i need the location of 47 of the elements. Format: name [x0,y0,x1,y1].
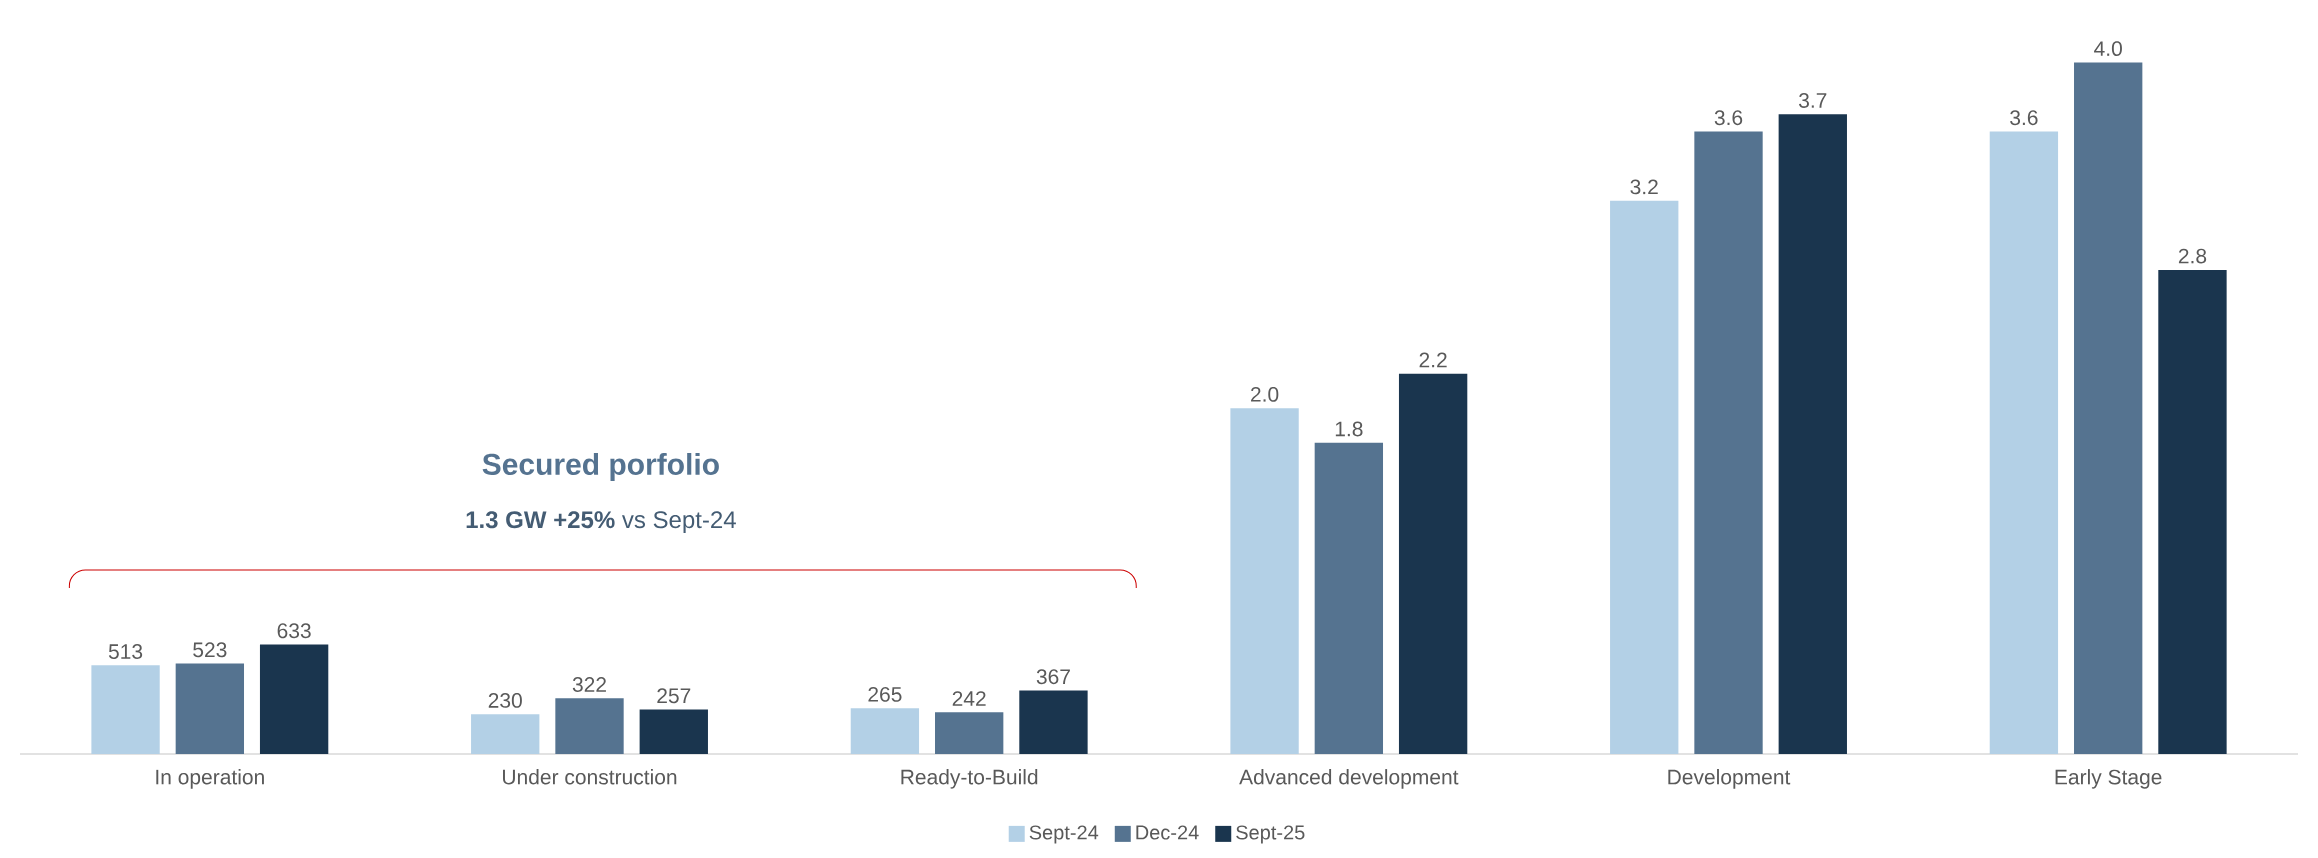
bar [1019,690,1088,754]
bar [471,714,540,754]
text: Secured porfolio [482,452,719,481]
x-tick-label: Early Stage [2055,769,2162,789]
data-label: 257 [657,688,691,704]
data-label: 3.6 [2010,110,2038,126]
x-tick-label: Development [1668,769,1791,789]
data-label: 2.2 [1419,352,1447,368]
bar [175,663,245,754]
data-label: 322 [572,677,606,692]
data-label: 513 [108,644,143,659]
x-tick-label: Ready-to-Build [901,769,1038,789]
bar [1398,373,1468,755]
bar [2158,269,2227,755]
data-label: 3.2 [1630,179,1658,195]
bar [639,709,708,754]
bar [1230,408,1299,755]
legend-label: Sept-25 [1236,825,1305,844]
bar [555,698,624,754]
data-label: 242 [952,691,986,706]
x-tick-label: Advanced development [1239,769,1459,789]
data-label: 367 [1036,669,1070,685]
bar [259,644,329,754]
data-label: 523 [193,642,227,658]
bar [1694,131,1763,755]
x-tick-label: Under construction [503,769,677,785]
bar [2074,62,2143,755]
data-label: 3.6 [1714,110,1743,126]
bar [935,712,1004,754]
text: 1.3 GW +25% vs Sept-24 [466,511,736,533]
legend-label: Sept-24 [1029,825,1099,844]
data-label: 1.8 [1335,421,1363,437]
legend-label: Dec-24 [1136,825,1199,840]
data-label: 2.0 [1251,386,1279,402]
data-label: 633 [277,623,311,639]
data-label: 230 [488,693,522,708]
bar [1314,442,1384,755]
bar [91,665,160,754]
data-label: 265 [868,686,902,702]
bar [1989,131,2059,755]
data-label: 3.7 [1798,93,1827,108]
x-tick-label: In operation [156,769,264,789]
data-label: 4.0 [2094,41,2122,57]
bar [1778,114,1847,755]
bar [850,708,920,754]
data-label: 2.8 [2178,248,2207,264]
bar [1610,200,1679,755]
